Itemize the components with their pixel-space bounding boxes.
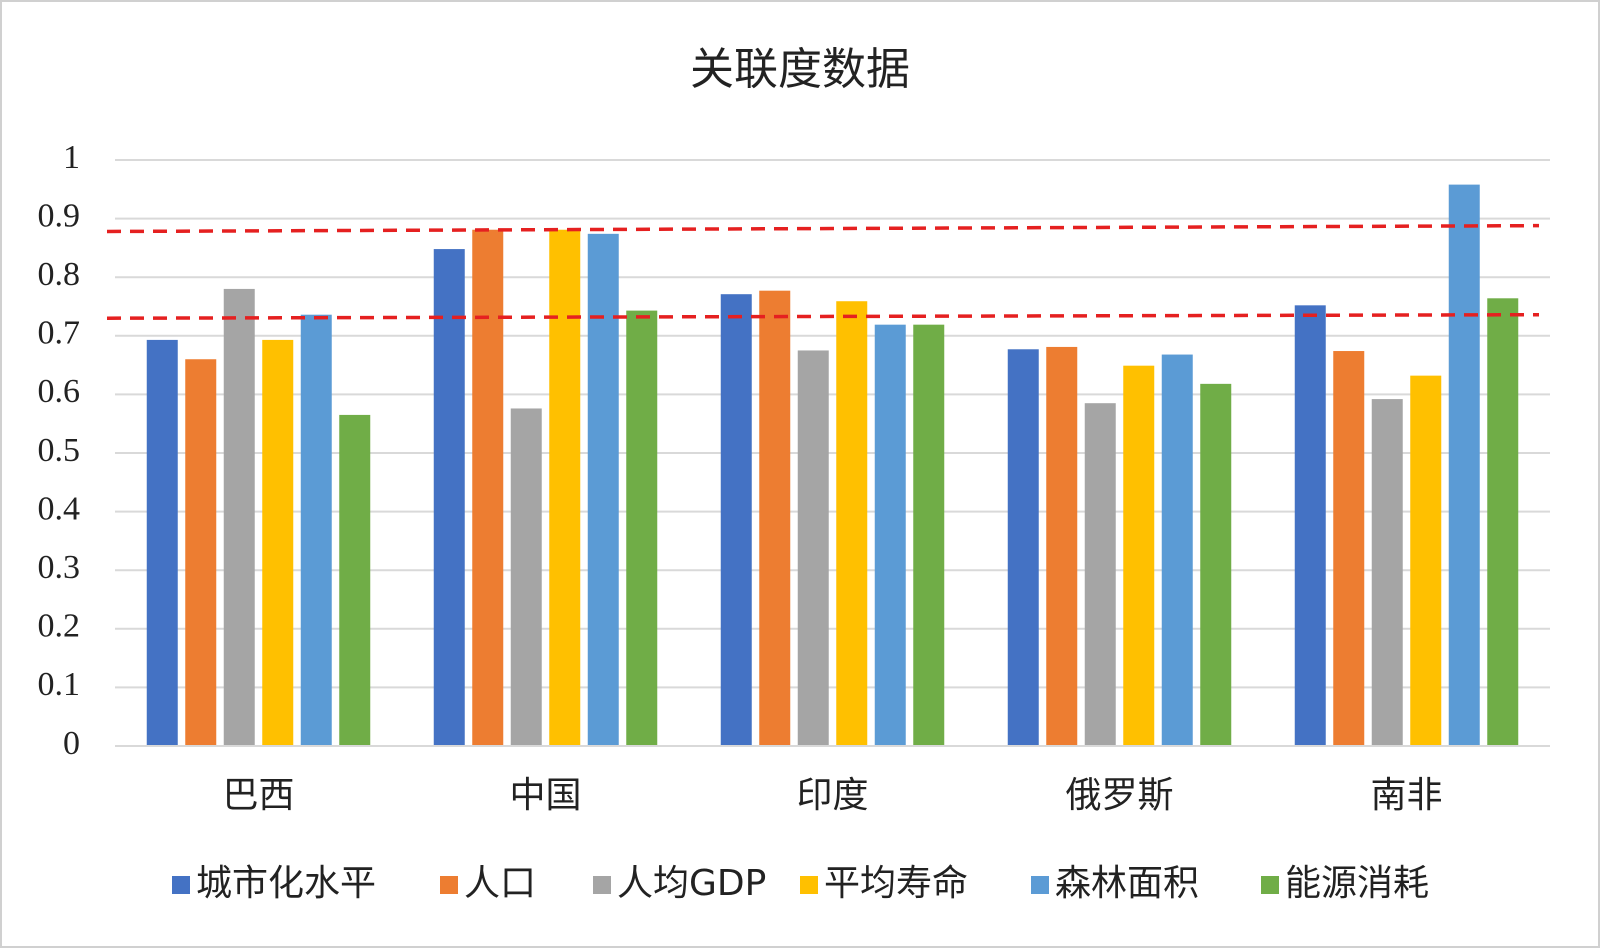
- legend-swatch: [440, 876, 458, 894]
- x-tick-label: 印度: [796, 775, 868, 816]
- bar: [433, 249, 465, 746]
- bar: [1084, 403, 1116, 746]
- bar: [913, 324, 945, 746]
- bar: [587, 233, 619, 746]
- x-tick-label: 巴西: [222, 775, 294, 816]
- bar: [510, 408, 542, 746]
- y-tick-label: 0.8: [38, 256, 81, 293]
- y-tick-label: 0.7: [38, 315, 81, 352]
- bar: [1161, 354, 1193, 746]
- y-tick-label: 0: [63, 725, 80, 762]
- bar: [1123, 365, 1155, 746]
- bar: [720, 294, 752, 746]
- legend-label: 平均寿命: [824, 863, 968, 904]
- bar: [1487, 298, 1519, 746]
- bar: [549, 229, 581, 746]
- bar: [1448, 184, 1480, 746]
- legend-label: 能源消耗: [1285, 863, 1429, 904]
- y-tick-label: 0.5: [38, 432, 81, 469]
- bar: [626, 310, 658, 746]
- bar: [797, 350, 829, 746]
- legend-swatch: [1031, 876, 1049, 894]
- y-tick-label: 0.2: [38, 608, 81, 645]
- legend-label: 人口: [464, 863, 536, 904]
- bar: [1333, 351, 1365, 746]
- legend-label: 城市化水平: [196, 863, 376, 904]
- bar: [300, 314, 332, 746]
- bar: [1410, 375, 1442, 746]
- y-tick-label: 0.4: [38, 490, 81, 527]
- legend-swatch: [593, 876, 611, 894]
- y-tick-label: 0.1: [38, 666, 81, 703]
- bar: [1200, 383, 1232, 746]
- bar: [185, 359, 217, 746]
- bar: [759, 290, 791, 746]
- bar: [223, 288, 255, 746]
- bar: [874, 324, 906, 746]
- reference-line: [106, 223, 1540, 234]
- legend-label: 森林面积: [1055, 863, 1199, 904]
- y-tick-label: 0.6: [38, 373, 81, 410]
- y-tick-label: 0.9: [38, 197, 81, 234]
- y-tick-label: 1: [63, 139, 80, 176]
- bar: [836, 301, 868, 746]
- bar: [262, 339, 294, 746]
- bar: [339, 414, 371, 746]
- y-tick-label: 0.3: [38, 549, 81, 586]
- bar: [1007, 349, 1039, 746]
- legend-swatch: [800, 876, 818, 894]
- bar: [1371, 399, 1403, 746]
- bar: [146, 339, 178, 746]
- legend-label: 人均GDP: [617, 863, 766, 904]
- x-tick-label: 俄罗斯: [1065, 775, 1173, 816]
- legend-swatch: [172, 876, 190, 894]
- bar: [1294, 305, 1326, 746]
- x-tick-label: 南非: [1370, 775, 1442, 816]
- bar: [472, 229, 504, 746]
- bar: [1046, 346, 1078, 746]
- legend-swatch: [1261, 876, 1279, 894]
- x-tick-label: 中国: [509, 775, 581, 816]
- reference-line: [106, 312, 1540, 320]
- chart-title: 关联度数据: [690, 44, 910, 95]
